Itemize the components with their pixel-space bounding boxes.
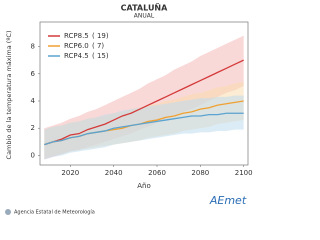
legend-count: ( 19) [92, 32, 109, 40]
legend-label: RCP8.5 [64, 32, 89, 40]
chart: CATALUÑA ANUAL Cambio de la temperatura … [5, 3, 253, 216]
x-tick-label: 2100 [235, 169, 253, 177]
chart-title: CATALUÑA [121, 3, 168, 13]
logo: AEmet [209, 194, 247, 207]
x-axis-label: Año [137, 182, 151, 190]
legend-label: RCP6.0 [64, 42, 89, 50]
y-tick-label: 2 [31, 124, 35, 132]
plot-frame [39, 21, 249, 166]
y-tick-label: 4 [31, 97, 36, 105]
y-axis-label: Cambio de la temperatura máxima (ºC) [5, 31, 13, 160]
y-tick-label: 6 [31, 70, 36, 78]
x-tick-label: 2040 [105, 169, 123, 177]
plot-area [44, 35, 244, 160]
x-tick-label: 2020 [61, 169, 79, 177]
series-line [44, 112, 244, 146]
chart-subtitle: ANUAL [134, 13, 155, 20]
y-tick-label: 0 [31, 151, 35, 159]
y-tick-label: 8 [31, 43, 35, 51]
source-icon [5, 209, 11, 215]
x-tick-label: 2080 [191, 169, 209, 177]
series-line [44, 59, 244, 146]
x-tick-label: 2060 [148, 169, 166, 177]
source: Agencia Estatal de Meteorología [14, 209, 95, 216]
legend-label: RCP4.5 [64, 52, 89, 60]
legend-count: ( 7) [92, 42, 104, 50]
legend-count: ( 15) [92, 52, 109, 60]
